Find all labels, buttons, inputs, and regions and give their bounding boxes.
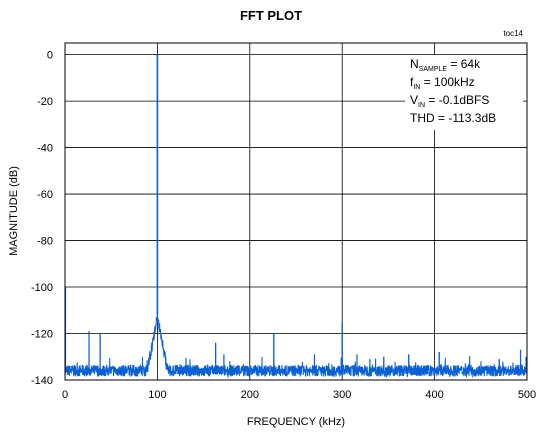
nsample-value: = 64k (447, 57, 481, 71)
x-axis-label: FREQUENCY (kHz) (247, 416, 345, 428)
nsample-symbol: N (410, 57, 419, 71)
y-tick-label: -140 (31, 375, 53, 387)
y-tick-label: -60 (37, 189, 53, 201)
x-tick-label: 100 (148, 389, 166, 401)
y-axis-label: MAGNITUDE (dB) (8, 166, 20, 256)
plot-frame (64, 42, 528, 381)
y-tick-label: -100 (31, 282, 53, 294)
vin-value: = -0.1dBFS (425, 93, 489, 107)
vin-symbol: V (410, 93, 418, 107)
fin-symbol: f (410, 75, 414, 89)
chart-tag: toc14 (503, 29, 523, 38)
y-tick-label: -80 (37, 236, 53, 248)
x-tick-label: 500 (518, 389, 536, 401)
x-tick-label: 0 (62, 389, 68, 401)
spectrum-line (64, 54, 528, 379)
x-tick-label: 400 (425, 389, 443, 401)
y-tick-label: -120 (31, 329, 53, 341)
x-tick-label: 300 (333, 389, 351, 401)
spectrum-series (64, 54, 528, 379)
annotation-thd: THD = -113.3dB (410, 111, 496, 125)
fin-subscript: IN (413, 84, 420, 91)
y-tick-label: -20 (37, 96, 53, 108)
annotation-box: NSAMPLE = 64k fIN = 100kHz VIN = -0.1dBF… (405, 55, 523, 130)
x-tick-labels: 0 100 200 300 400 500 (62, 389, 536, 401)
annotation-vin: VIN = -0.1dBFS (410, 93, 489, 109)
vin-subscript: IN (418, 102, 425, 109)
y-tick-label: 0 (47, 50, 53, 62)
annotation-background (405, 55, 523, 130)
x-tick-label: 200 (241, 389, 259, 401)
annotation-nsample: NSAMPLE = 64k (410, 57, 481, 73)
annotation-fin: fIN = 100kHz (410, 75, 475, 91)
grid-lines (65, 43, 527, 380)
y-tick-labels: 0 -20 -40 -60 -80 -100 -120 -140 (31, 50, 53, 387)
nsample-subscript: SAMPLE (419, 66, 448, 73)
fin-value: = 100kHz (420, 75, 474, 89)
y-tick-label: -40 (37, 143, 53, 155)
chart-title: FFT PLOT (240, 8, 302, 23)
